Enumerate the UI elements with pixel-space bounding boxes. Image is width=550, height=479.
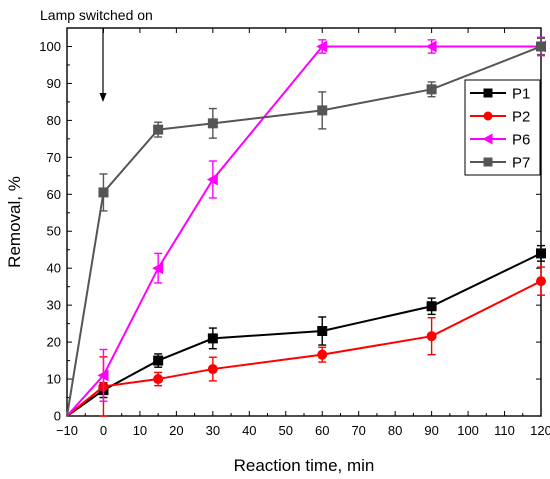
y-tick-label: 90 <box>47 76 61 91</box>
series-layer <box>66 36 546 417</box>
data-point-p2 <box>207 364 218 375</box>
series-p7 <box>66 37 546 417</box>
x-axis-title: Reaction time, min <box>234 456 375 475</box>
y-tick-label: 80 <box>47 113 61 128</box>
data-point-p6 <box>97 369 109 382</box>
x-tick-label: 90 <box>424 423 438 438</box>
annotation-text: Lamp switched on <box>40 7 153 23</box>
legend-label-p7: P7 <box>512 155 530 172</box>
legend-marker-p1 <box>483 88 493 98</box>
data-point-p7 <box>317 105 328 116</box>
x-tick-label: 60 <box>315 423 329 438</box>
y-tick-label: 70 <box>47 150 61 165</box>
legend-item-p1: P1 <box>470 86 530 103</box>
data-point-p1 <box>207 333 218 344</box>
y-tick-label: 60 <box>47 187 61 202</box>
y-tick-label: 100 <box>39 39 61 54</box>
x-tick-label: 120 <box>530 423 550 438</box>
data-point-p1 <box>153 355 164 366</box>
legend-items: P1 P2 P6 P7 <box>470 86 530 172</box>
data-point-p2 <box>153 374 164 385</box>
y-tick-label: 0 <box>54 409 61 424</box>
y-axis-title: Removal, % <box>5 176 24 268</box>
x-axis: −10 0 10 20 30 40 50 60 70 80 90 100 110 120 <box>56 28 550 438</box>
legend-item-p2: P2 <box>470 109 530 126</box>
data-point-p6 <box>316 40 328 53</box>
y-tick-label: 50 <box>47 224 61 239</box>
legend-label-p2: P2 <box>512 109 530 126</box>
x-tick-label: 50 <box>279 423 293 438</box>
data-point-p6 <box>425 40 437 53</box>
x-tick-label: 30 <box>206 423 220 438</box>
x-tick-label: 110 <box>494 423 515 438</box>
data-point-p7 <box>153 124 164 135</box>
y-tick-label: 40 <box>47 261 61 276</box>
data-point-p1 <box>536 248 546 259</box>
data-point-p7 <box>98 187 109 198</box>
y-axis: 0 10 20 30 40 50 60 70 80 90 100 <box>39 39 541 424</box>
legend-label-p1: P1 <box>512 86 530 103</box>
data-point-p7 <box>536 41 546 52</box>
legend-marker-p7 <box>483 157 493 167</box>
legend-box <box>464 79 541 176</box>
y-tick-label: 30 <box>47 298 61 313</box>
legend: P1 P2 P6 P7 <box>464 79 541 176</box>
data-point-p7 <box>426 84 437 95</box>
y-tick-label: 10 <box>47 372 61 387</box>
x-tick-label: 70 <box>351 423 365 438</box>
x-tick-label: 10 <box>133 423 147 438</box>
legend-marker-p6 <box>482 133 493 145</box>
legend-item-p7: P7 <box>470 155 530 172</box>
legend-item-p6: P6 <box>470 132 530 149</box>
data-point-p6 <box>152 262 164 275</box>
legend-marker-p2 <box>483 111 493 121</box>
data-point-p1 <box>317 326 328 337</box>
data-point-p2 <box>426 331 437 342</box>
x-tick-label: −10 <box>56 423 78 438</box>
x-tick-label: 20 <box>169 423 183 438</box>
x-tick-label: 80 <box>388 423 402 438</box>
legend-label-p6: P6 <box>512 132 530 149</box>
x-tick-label: 40 <box>242 423 256 438</box>
y-tick-label: 20 <box>47 335 61 350</box>
data-point-p1 <box>426 301 437 312</box>
x-tick-label: 0 <box>100 423 107 438</box>
x-tick-label: 100 <box>457 423 479 438</box>
annotation-arrow <box>99 28 107 102</box>
data-point-p6 <box>206 173 218 186</box>
data-point-p2 <box>536 276 546 287</box>
data-point-p2 <box>317 349 328 360</box>
data-point-p7 <box>207 118 218 129</box>
